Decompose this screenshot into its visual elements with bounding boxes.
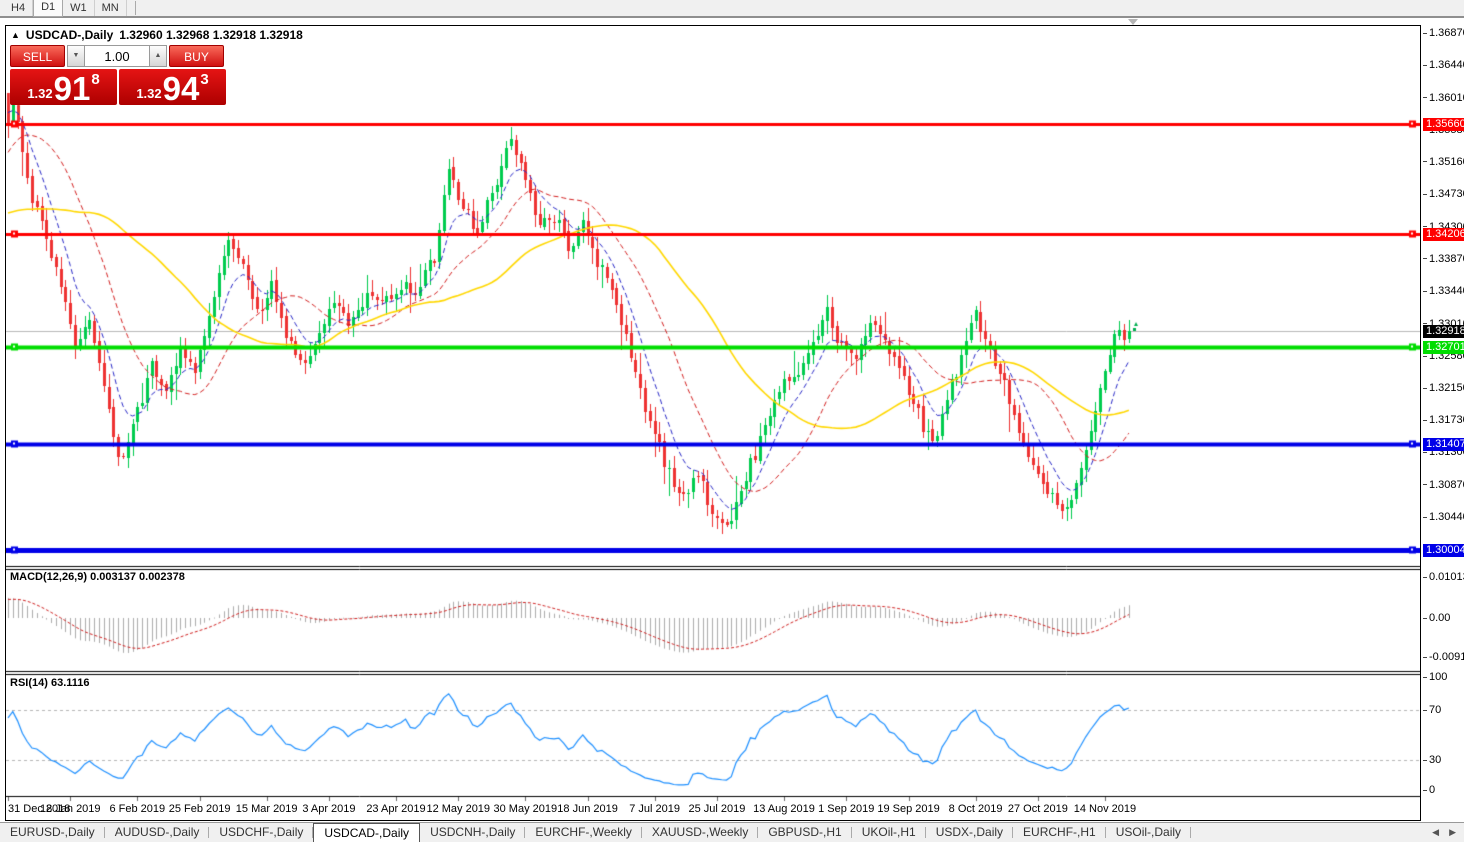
timeframe-button-mn[interactable]: MN <box>95 0 127 16</box>
timeframe-button-h4[interactable]: H4 <box>4 0 34 16</box>
chart-symbol-label: USDCAD-,Daily <box>25 28 114 42</box>
tab-eurchfh1[interactable]: EURCHF-,H1 <box>1013 823 1106 842</box>
tab-usdxdaily[interactable]: USDX-,Daily <box>926 823 1014 842</box>
macd-axis-tick: -0.009194 <box>1423 651 1464 663</box>
date-label: 31 Dec 2018 <box>8 803 71 815</box>
date-label: 14 Nov 2019 <box>1073 803 1137 815</box>
buy-button[interactable]: BUY <box>169 45 224 67</box>
price-axis-tick: 1.33870 <box>1423 253 1464 265</box>
macd-indicator-label: MACD(12,26,9) 0.003137 0.002378 <box>10 571 185 583</box>
rsi-axis-tick: 70 <box>1423 704 1441 716</box>
volume-decrease-button[interactable]: ▼ <box>67 45 85 67</box>
tab-usdcaddaily[interactable]: USDCAD-,Daily <box>313 823 421 842</box>
toolbar-separator <box>134 1 136 15</box>
price-axis-tick: 1.34730 <box>1423 188 1464 200</box>
price-axis-tick: 1.36870 <box>1423 27 1464 39</box>
tab-gbpusdh1[interactable]: GBPUSD-,H1 <box>758 823 853 842</box>
rsi-axis-tick: 100 <box>1423 671 1447 683</box>
sell-button[interactable]: SELL <box>10 45 65 67</box>
date-label: 25 Jul 2019 <box>688 803 746 815</box>
volume-increase-button[interactable]: ▲ <box>149 45 167 67</box>
buy-price-box[interactable]: 1.32 94 3 <box>119 69 226 105</box>
buy-price-pip: 3 <box>200 71 209 88</box>
sell-price-pip: 8 <box>91 71 100 88</box>
timeframe-button-d1[interactable]: D1 <box>33 0 64 17</box>
volume-input[interactable] <box>85 45 149 67</box>
tab-xauusdweekly[interactable]: XAUUSD-,Weekly <box>642 823 759 842</box>
tab-eurchfweekly[interactable]: EURCHF-,Weekly <box>525 823 643 842</box>
macd-axis-tick: 0.00 <box>1423 612 1450 624</box>
tab-usdchfdaily[interactable]: USDCHF-,Daily <box>209 823 314 842</box>
price-axis-tick: 1.30870 <box>1423 479 1464 491</box>
tab-usoildaily[interactable]: USOil-,Daily <box>1106 823 1192 842</box>
date-label: 7 Jul 2019 <box>629 803 681 815</box>
price-axis-tick: 1.36440 <box>1423 59 1464 71</box>
sell-price-prefix: 1.32 <box>27 86 53 101</box>
timeframe-toolbar: H4 D1 W1 MN <box>0 0 1464 18</box>
price-axis-tick: 1.33440 <box>1423 285 1464 297</box>
chart-canvas[interactable] <box>6 26 1420 820</box>
date-label: 18 Jan 2019 <box>39 803 101 815</box>
sell-price-big: 91 <box>53 70 91 107</box>
date-label: 6 Feb 2019 <box>109 803 166 815</box>
price-line-label: 1.35660 <box>1423 118 1464 132</box>
price-line-label: 1.31407 <box>1423 438 1464 452</box>
symbol-tab-bar: EURUSD-,Daily AUDUSD-,Daily USDCHF-,Daily U… <box>0 822 1464 842</box>
date-label: 3 Apr 2019 <box>302 803 356 815</box>
buy-price-prefix: 1.32 <box>136 86 162 101</box>
date-label: 15 Mar 2019 <box>235 803 298 815</box>
current-price-label: 1.32918 <box>1423 324 1464 338</box>
tab-scroll-left-icon[interactable]: ◀ <box>1432 827 1440 837</box>
tab-ukoilh1[interactable]: UKOil-,H1 <box>852 823 926 842</box>
tab-audusddaily[interactable]: AUDUSD-,Daily <box>105 823 210 842</box>
price-axis: 1.368701.364401.360101.355801.351601.347… <box>1423 25 1464 822</box>
tab-eurusddaily[interactable]: EURUSD-,Daily <box>0 823 105 842</box>
price-line-label: 1.30004 <box>1423 544 1464 557</box>
date-label: 8 Oct 2019 <box>948 803 1003 815</box>
timeframe-button-w1[interactable]: W1 <box>63 0 95 16</box>
date-label: 1 Sep 2019 <box>818 803 875 815</box>
date-label: 23 Apr 2019 <box>366 803 426 815</box>
buy-price-big: 94 <box>162 70 200 107</box>
tab-scroll-arrows: ◀ ▶ <box>1432 827 1464 838</box>
date-label: 18 Jun 2019 <box>557 803 618 815</box>
date-label: 12 May 2019 <box>426 803 491 815</box>
rsi-axis-tick: 30 <box>1423 754 1441 766</box>
price-axis-tick: 1.31730 <box>1423 414 1464 426</box>
date-label: 30 May 2019 <box>493 803 558 815</box>
chart-ohlc-values: 1.32960 1.32968 1.32918 1.32918 <box>119 28 303 42</box>
date-label: 25 Feb 2019 <box>168 803 231 815</box>
tab-usdcnhdaily[interactable]: USDCNH-,Daily <box>420 823 526 842</box>
date-label: 27 Oct 2019 <box>1007 803 1068 815</box>
one-click-trade-panel: SELL ▼ ▲ BUY 1.32 91 8 1.32 94 3 <box>10 45 226 105</box>
date-label: 13 Aug 2019 <box>753 803 815 815</box>
date-label: 19 Sep 2019 <box>877 803 940 815</box>
rsi-axis-tick: 0 <box>1423 784 1435 796</box>
sell-price-box[interactable]: 1.32 91 8 <box>10 69 117 105</box>
chart-shift-marker-icon[interactable] <box>1128 19 1138 25</box>
macd-axis-tick: 0.010134 <box>1423 571 1464 583</box>
rsi-indicator-label: RSI(14) 63.1116 <box>10 677 90 689</box>
price-axis-tick: 1.35160 <box>1423 156 1464 168</box>
tab-scroll-right-icon[interactable]: ▶ <box>1449 827 1456 837</box>
chart-title: ▲ USDCAD-,Daily 1.32960 1.32968 1.32918 … <box>11 28 303 42</box>
collapse-arrow-icon[interactable]: ▲ <box>11 30 20 40</box>
price-line-label: 1.32701 <box>1423 340 1464 354</box>
chart-window: ▲ USDCAD-,Daily 1.32960 1.32968 1.32918 … <box>5 25 1421 821</box>
price-axis-tick: 1.32150 <box>1423 382 1464 394</box>
price-axis-tick: 1.36010 <box>1423 92 1464 104</box>
price-line-label: 1.34206 <box>1423 227 1464 241</box>
